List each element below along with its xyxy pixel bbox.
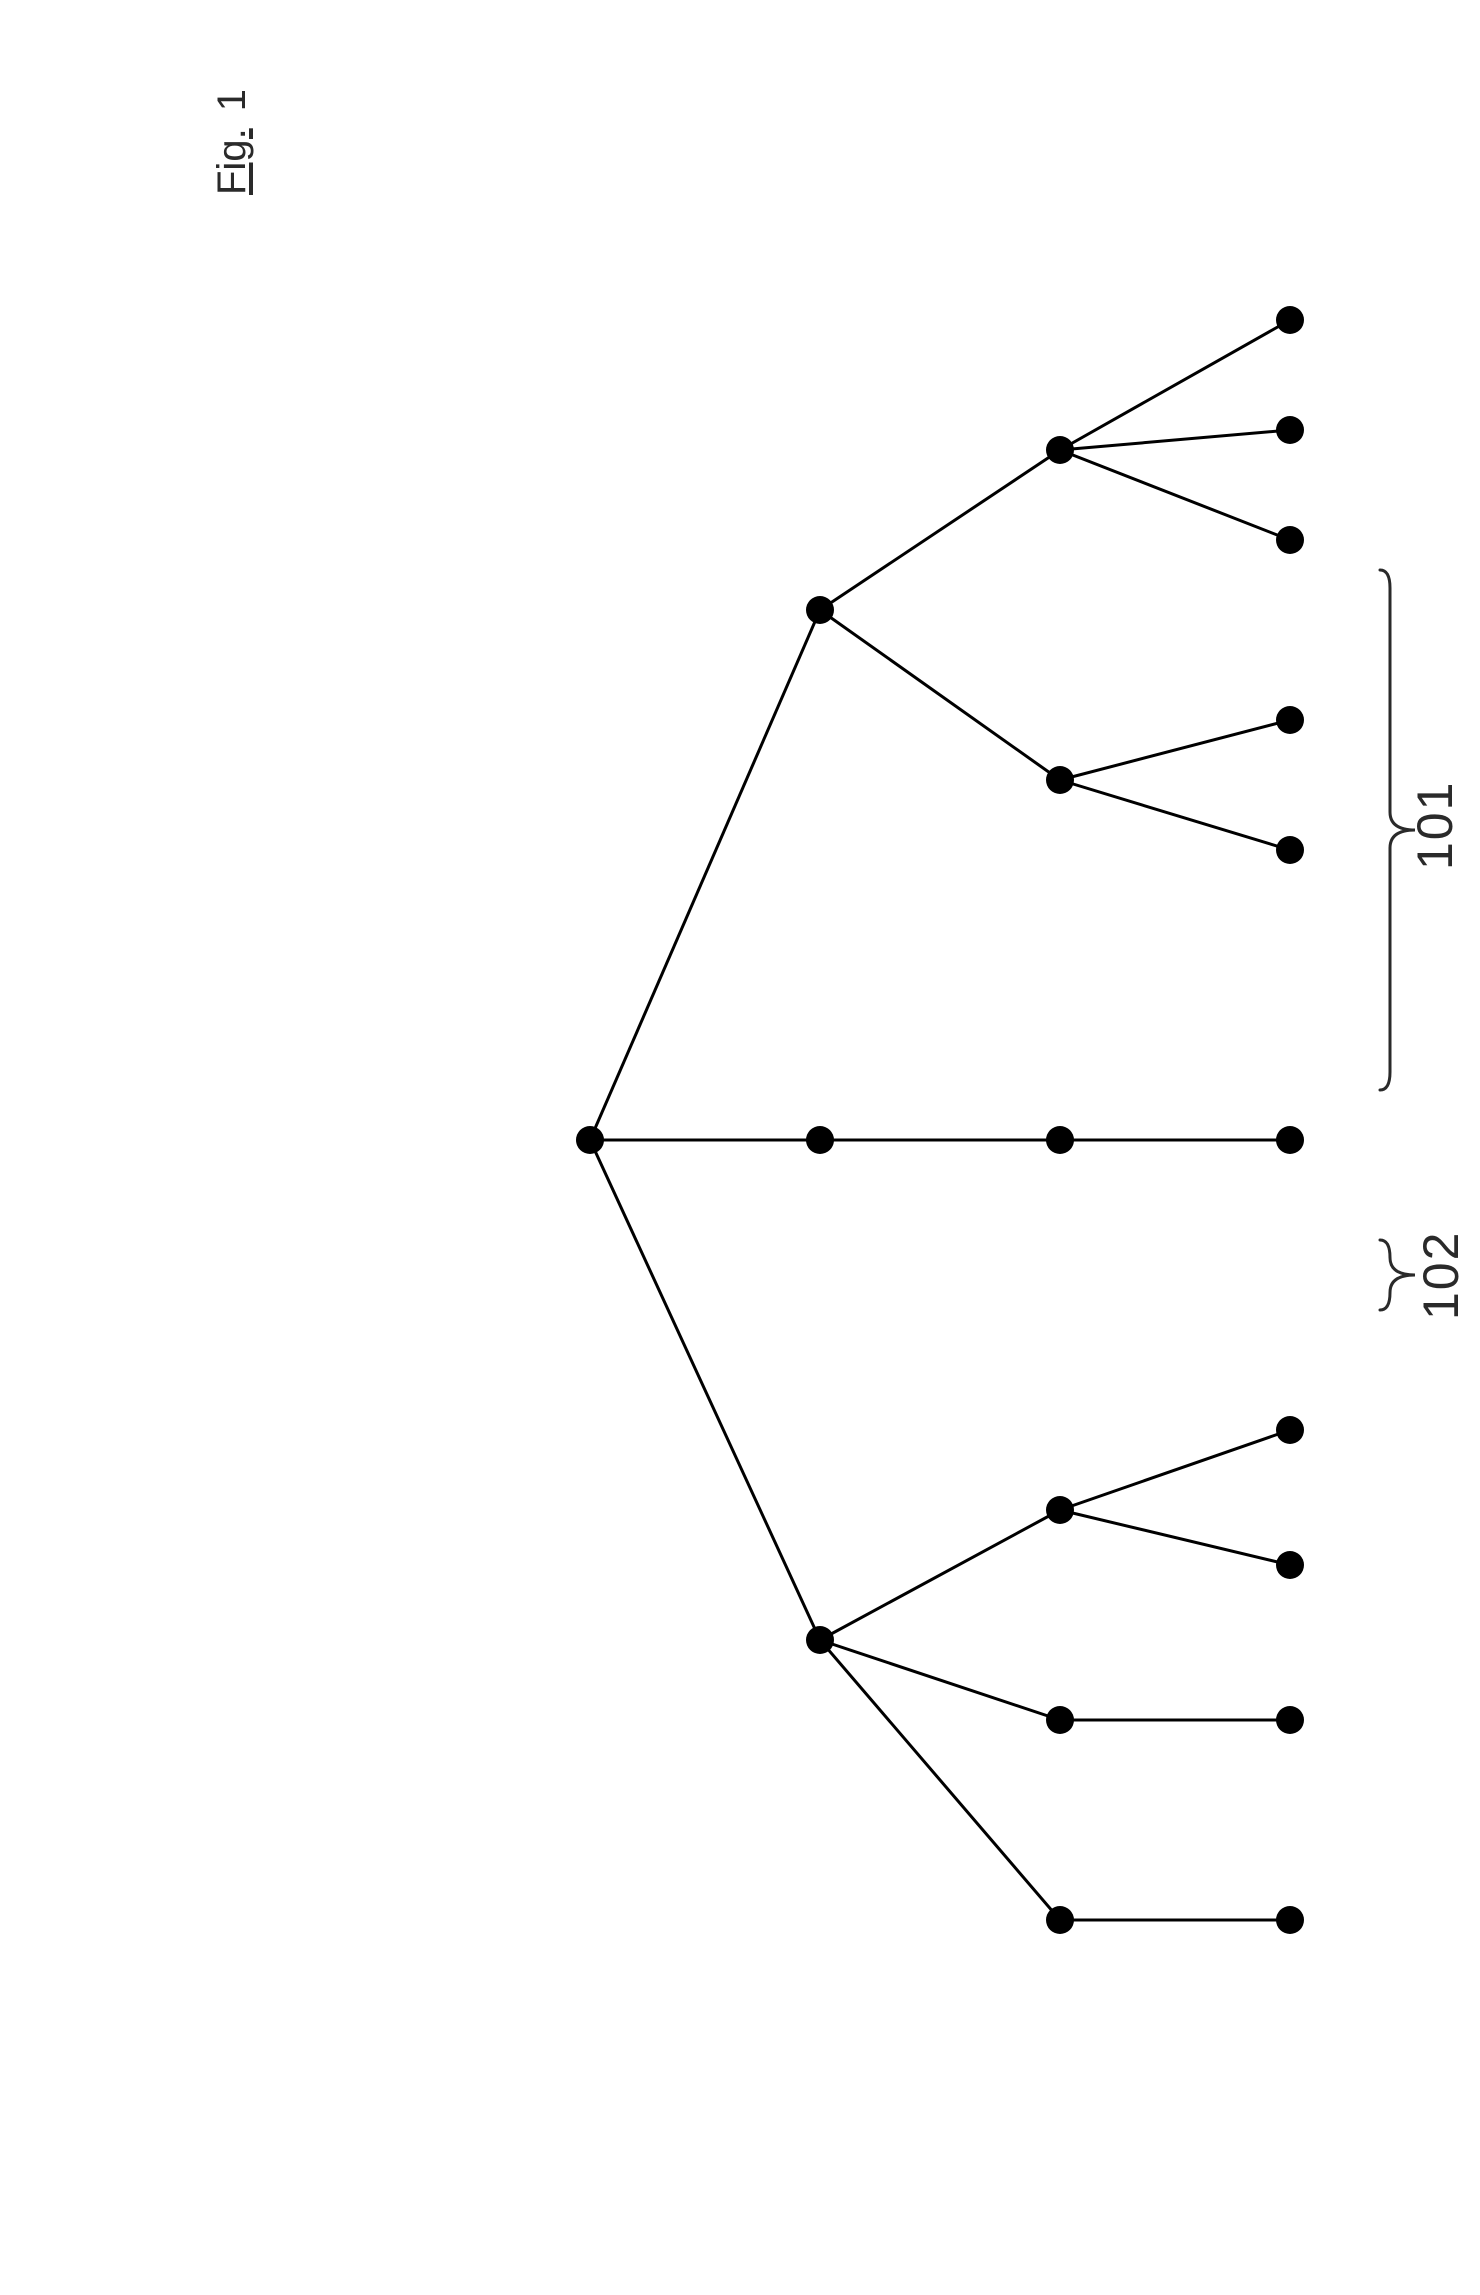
tree-node <box>1276 1126 1304 1154</box>
tree-diagram <box>0 0 1480 2295</box>
tree-node <box>806 1626 834 1654</box>
tree-node <box>1046 766 1074 794</box>
tree-edge <box>590 1140 820 1640</box>
tree-edge <box>590 610 820 1140</box>
tree-node <box>1046 1906 1074 1934</box>
braces-layer <box>1380 570 1415 1310</box>
page-root: Fig. 1 101 102 <box>0 0 1480 2295</box>
tree-edge <box>1060 1510 1290 1565</box>
curly-brace <box>1380 1240 1415 1310</box>
tree-node <box>1276 706 1304 734</box>
tree-edge <box>820 450 1060 610</box>
tree-node <box>1276 526 1304 554</box>
tree-edge <box>820 1510 1060 1640</box>
tree-edge <box>1060 720 1290 780</box>
nodes-layer <box>576 306 1304 1934</box>
tree-node <box>806 596 834 624</box>
tree-node <box>806 1126 834 1154</box>
tree-edge <box>1060 450 1290 540</box>
tree-node <box>1276 1906 1304 1934</box>
tree-edge <box>1060 430 1290 450</box>
edges-layer <box>590 320 1290 1920</box>
tree-node <box>576 1126 604 1154</box>
tree-node <box>1046 1126 1074 1154</box>
tree-node <box>1046 1706 1074 1734</box>
tree-node <box>1276 836 1304 864</box>
tree-node <box>1276 416 1304 444</box>
tree-node <box>1046 436 1074 464</box>
tree-node <box>1276 306 1304 334</box>
tree-edge <box>1060 320 1290 450</box>
tree-node <box>1276 1551 1304 1579</box>
tree-edge <box>820 1640 1060 1920</box>
tree-edge <box>1060 780 1290 850</box>
tree-node <box>1276 1706 1304 1734</box>
tree-node <box>1276 1416 1304 1444</box>
tree-node <box>1046 1496 1074 1524</box>
tree-edge <box>1060 1430 1290 1510</box>
curly-brace <box>1380 570 1415 1090</box>
tree-edge <box>820 610 1060 780</box>
